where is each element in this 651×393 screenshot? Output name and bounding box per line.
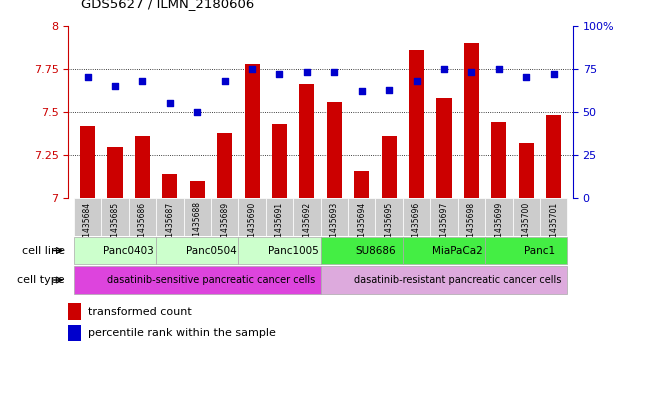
Point: [165, 100, 175, 107]
Bar: [266, 198, 293, 236]
Bar: [238, 198, 266, 236]
Bar: [217, 133, 232, 198]
Point: [110, 83, 120, 89]
Point: [329, 69, 340, 75]
Bar: [107, 147, 122, 198]
Text: GSM1435699: GSM1435699: [494, 202, 503, 253]
Text: GSM1435700: GSM1435700: [521, 202, 531, 253]
Text: GSM1435694: GSM1435694: [357, 202, 367, 253]
Bar: [485, 198, 512, 236]
Bar: [381, 136, 396, 198]
Bar: [102, 198, 129, 236]
Text: GSM1435689: GSM1435689: [220, 202, 229, 253]
Bar: [74, 266, 321, 294]
Text: percentile rank within the sample: percentile rank within the sample: [88, 328, 276, 338]
Text: dasatinib-sensitive pancreatic cancer cells: dasatinib-sensitive pancreatic cancer ce…: [107, 275, 315, 285]
Text: GSM1435695: GSM1435695: [385, 202, 394, 253]
Bar: [321, 198, 348, 236]
Text: GSM1435690: GSM1435690: [247, 202, 256, 253]
Text: GSM1435685: GSM1435685: [111, 202, 120, 253]
Bar: [430, 198, 458, 236]
Bar: [68, 303, 81, 320]
Bar: [321, 237, 403, 264]
Text: cell type: cell type: [18, 275, 65, 285]
Bar: [299, 84, 314, 198]
Point: [137, 78, 148, 84]
Bar: [354, 171, 369, 198]
Bar: [272, 124, 287, 198]
Point: [384, 86, 395, 93]
Text: GSM1435686: GSM1435686: [138, 202, 147, 253]
Text: GSM1435696: GSM1435696: [412, 202, 421, 253]
Point: [521, 74, 531, 81]
Text: dasatinib-resistant pancreatic cancer cells: dasatinib-resistant pancreatic cancer ce…: [354, 275, 561, 285]
Bar: [245, 64, 260, 198]
Bar: [327, 102, 342, 198]
Bar: [458, 198, 485, 236]
Point: [357, 88, 367, 94]
Point: [274, 71, 284, 77]
Bar: [464, 43, 479, 198]
Point: [192, 109, 202, 115]
Text: GSM1435687: GSM1435687: [165, 202, 174, 253]
Text: GSM1435691: GSM1435691: [275, 202, 284, 253]
Point: [439, 66, 449, 72]
Bar: [135, 136, 150, 198]
Point: [549, 71, 559, 77]
Bar: [184, 198, 211, 236]
Text: GSM1435684: GSM1435684: [83, 202, 92, 253]
Bar: [348, 198, 376, 236]
Point: [219, 78, 230, 84]
Bar: [485, 237, 568, 264]
Text: Panc0403: Panc0403: [104, 246, 154, 255]
Text: Panc1: Panc1: [525, 246, 555, 255]
Text: Panc0504: Panc0504: [186, 246, 236, 255]
Bar: [519, 143, 534, 198]
Text: GDS5627 / ILMN_2180606: GDS5627 / ILMN_2180606: [81, 0, 255, 10]
Bar: [376, 198, 403, 236]
Bar: [409, 50, 424, 198]
Bar: [68, 325, 81, 341]
Point: [247, 66, 257, 72]
Bar: [293, 198, 321, 236]
Point: [411, 78, 422, 84]
Text: GSM1435693: GSM1435693: [330, 202, 339, 253]
Text: SU8686: SU8686: [355, 246, 396, 255]
Bar: [74, 198, 102, 236]
Bar: [512, 198, 540, 236]
Bar: [403, 237, 485, 264]
Text: GSM1435701: GSM1435701: [549, 202, 558, 253]
Bar: [211, 198, 238, 236]
Bar: [540, 198, 568, 236]
Text: GSM1435698: GSM1435698: [467, 202, 476, 253]
Point: [466, 69, 477, 75]
Text: transformed count: transformed count: [88, 307, 191, 317]
Bar: [156, 237, 238, 264]
Bar: [546, 116, 561, 198]
Text: GSM1435688: GSM1435688: [193, 202, 202, 252]
Bar: [162, 174, 177, 198]
Bar: [403, 198, 430, 236]
Bar: [74, 237, 156, 264]
Bar: [129, 198, 156, 236]
Bar: [238, 237, 321, 264]
Bar: [80, 126, 95, 198]
Text: GSM1435697: GSM1435697: [439, 202, 449, 253]
Point: [301, 69, 312, 75]
Text: Panc1005: Panc1005: [268, 246, 318, 255]
Bar: [436, 98, 452, 198]
Bar: [156, 198, 184, 236]
Bar: [189, 181, 205, 198]
Text: cell line: cell line: [22, 246, 65, 255]
Point: [82, 74, 92, 81]
Bar: [492, 122, 506, 198]
Text: GSM1435692: GSM1435692: [303, 202, 311, 253]
Text: MiaPaCa2: MiaPaCa2: [432, 246, 483, 255]
Bar: [321, 266, 568, 294]
Point: [493, 66, 504, 72]
